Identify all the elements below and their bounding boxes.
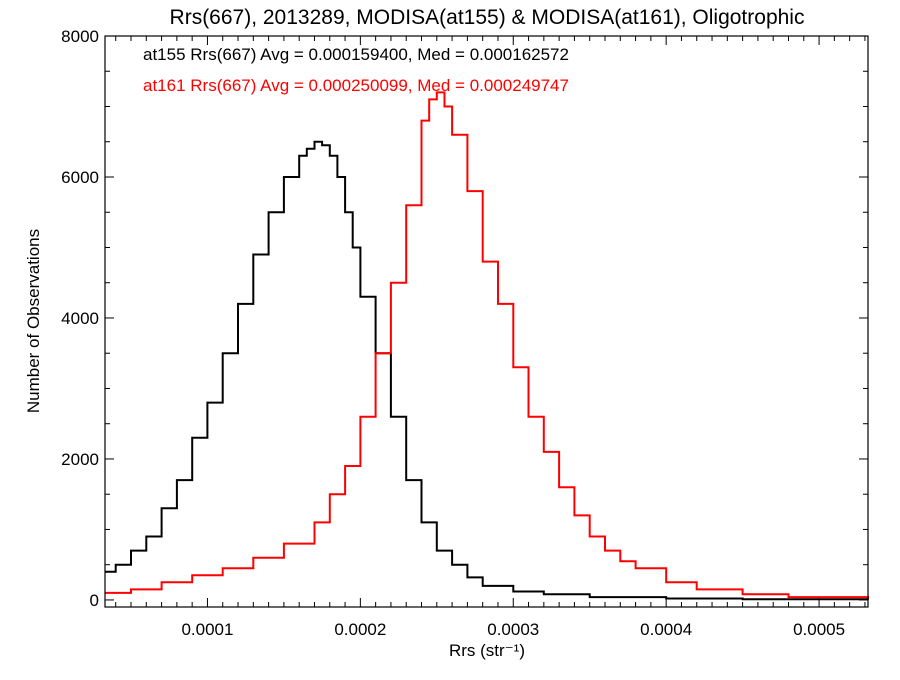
y-tick-label: 6000	[61, 168, 99, 187]
legend-entry-2: at161 Rrs(667) Avg = 0.000250099, Med = …	[143, 76, 569, 95]
x-tick-label: 0.0004	[640, 620, 692, 639]
y-tick-label: 2000	[61, 450, 99, 469]
y-tick-label: 8000	[61, 27, 99, 46]
y-tick-label: 0	[90, 591, 99, 610]
y-axis-label: Number of Observations	[24, 229, 43, 413]
axis-layer: 0.0001 0.0002 0.0003 0.0004 0.0005 0 2000 4000 6…	[61, 27, 869, 639]
histogram-series-1	[105, 140, 869, 601]
x-axis-label: Rrs (str⁻¹)	[449, 641, 525, 660]
plot-layer	[105, 91, 869, 601]
legend-entry-1: at155 Rrs(667) Avg = 0.000159400, Med = …	[143, 45, 569, 64]
legend: at155 Rrs(667) Avg = 0.000159400, Med = …	[143, 45, 569, 95]
y-tick-label: 4000	[61, 309, 99, 328]
histogram-series-2	[105, 91, 869, 599]
x-tick-label: 0.0002	[334, 620, 386, 639]
x-tick-label: 0.0005	[793, 620, 845, 639]
x-tick-label: 0.0001	[181, 620, 233, 639]
plot-frame	[104, 35, 869, 608]
chart-title: Rrs(667), 2013289, MODISA(at155) & MODIS…	[170, 6, 805, 29]
x-tick-label: 0.0003	[487, 620, 539, 639]
